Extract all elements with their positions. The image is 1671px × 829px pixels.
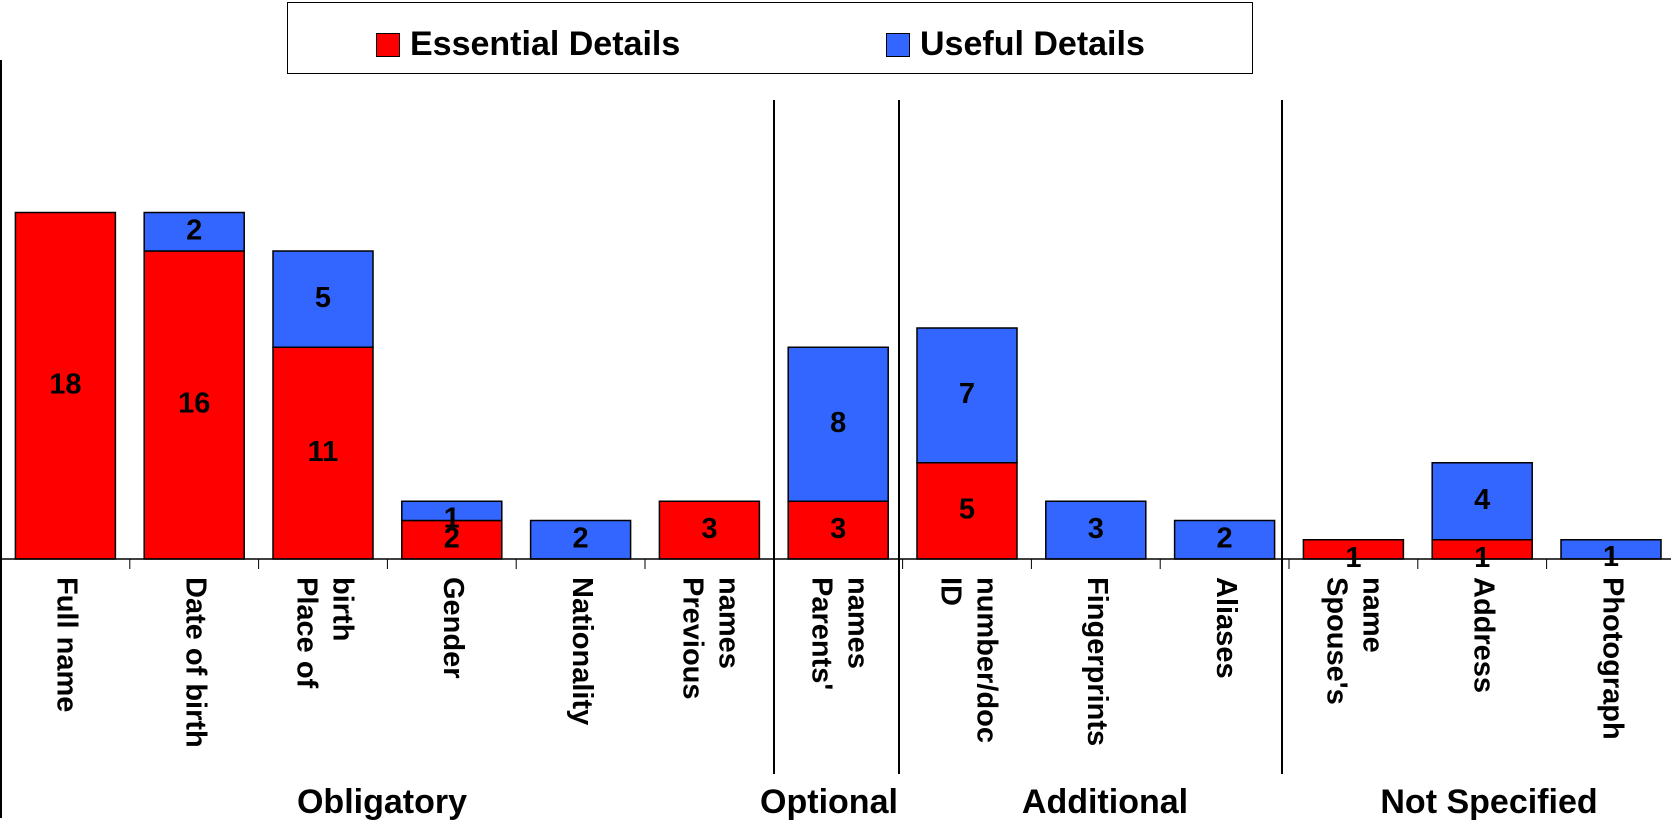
x-tick-label-line: Address — [1468, 577, 1500, 693]
data-label-useful-nationality: 2 — [573, 522, 589, 554]
bar-useful-parents-names — [787, 346, 889, 502]
data-label-useful-address: 4 — [1474, 484, 1490, 516]
x-tick-label-line: Aliases — [1210, 577, 1242, 679]
x-tick-label-line: names — [842, 577, 874, 669]
data-label-useful-id-number-doc: 7 — [959, 378, 975, 410]
data-label-useful-aliases: 2 — [1217, 522, 1233, 554]
x-tick-label-place-of-birth: Place of birth — [290, 577, 358, 689]
bar-essential-place-of-birth — [272, 346, 374, 560]
x-tick-label-line: Place of — [290, 577, 322, 689]
data-label-useful-place-of-birth: 5 — [315, 282, 331, 314]
data-label-essential-gender: 2 — [444, 522, 460, 554]
bar-useful-fingerprints — [1045, 500, 1147, 560]
data-label-essential-spouse-s-name: 1 — [1345, 542, 1361, 574]
group-label-not-specified: Not Specified — [1380, 783, 1597, 821]
data-label-essential-date-of-birth: 16 — [178, 388, 210, 420]
x-tick-label-gender: Gender — [437, 577, 469, 679]
group-label-optional: Optional — [760, 783, 898, 821]
group-label-additional: Additional — [1022, 783, 1188, 821]
data-label-essential-full-name: 18 — [49, 368, 81, 400]
data-label-essential-place-of-birth: 11 — [308, 436, 339, 468]
x-tick-label-line: Full name — [51, 577, 83, 712]
legend-label-essential: Essential Details — [410, 25, 681, 63]
x-tick-label-line: Nationality — [566, 577, 598, 725]
x-tick-label-spouse-s-name: Spouse's name — [1321, 577, 1389, 705]
data-label-essential-previous-names: 3 — [701, 513, 717, 545]
data-label-essential-id-number-doc: 5 — [959, 494, 975, 526]
x-tick-label-aliases: Aliases — [1210, 577, 1242, 679]
data-label-useful-photograph: 1 — [1603, 541, 1619, 573]
bar-essential-date-of-birth — [143, 250, 245, 560]
x-tick-label-line: number/doc — [970, 577, 1002, 743]
x-tick-label-line: names — [713, 577, 745, 669]
bar-useful-aliases — [1173, 519, 1276, 560]
x-tick-label-nationality: Nationality — [566, 577, 598, 725]
legend-item-useful: Useful Details — [886, 25, 1145, 64]
bar-useful-nationality — [529, 519, 632, 560]
bar-essential-previous-names — [658, 500, 761, 560]
bar-essential-id-number-doc — [916, 462, 1018, 560]
legend-item-essential: Essential Details — [376, 25, 680, 64]
legend: Essential Details Useful Details — [287, 2, 1253, 74]
x-tick-label-address: Address — [1468, 577, 1500, 693]
x-tick-label-line: Date of birth — [180, 577, 212, 748]
x-tick-label-fingerprints: Fingerprints — [1081, 577, 1113, 746]
group-label-obligatory: Obligatory — [297, 783, 467, 821]
x-tick-label-line: Parents' — [806, 577, 838, 690]
bar-essential-full-name — [14, 211, 117, 560]
bar-useful-date-of-birth — [143, 211, 245, 252]
x-tick-label-date-of-birth: Date of birth — [180, 577, 212, 748]
x-tick-label-id-number-doc: ID number/doc — [934, 577, 1002, 743]
x-tick-label-line: birth — [326, 577, 358, 641]
bar-useful-id-number-doc — [916, 327, 1018, 464]
x-tick-label-line: name — [1357, 577, 1389, 653]
bar-useful-place-of-birth — [272, 250, 374, 348]
bar-useful-address — [1431, 462, 1533, 541]
x-tick-label-line: Spouse's — [1321, 577, 1353, 705]
x-tick-label-line: Photograph — [1596, 577, 1628, 740]
data-label-essential-address: 1 — [1474, 542, 1490, 574]
x-tick-label-line: Gender — [437, 577, 469, 679]
data-label-useful-fingerprints: 3 — [1088, 513, 1104, 545]
x-tick-label-full-name: Full name — [51, 577, 83, 712]
legend-label-useful: Useful Details — [920, 25, 1145, 63]
legend-swatch-useful — [886, 32, 910, 57]
bar-useful-gender — [401, 500, 503, 522]
data-label-essential-parents-names: 3 — [830, 513, 846, 545]
x-tick-label-previous-names: Previous names — [677, 577, 745, 700]
x-tick-label-line: Fingerprints — [1081, 577, 1113, 746]
x-tick-label-line: Previous — [677, 577, 709, 700]
x-tick-label-photograph: Photograph — [1596, 577, 1628, 740]
x-tick-label-line: ID — [934, 577, 966, 606]
data-label-useful-date-of-birth: 2 — [186, 214, 202, 246]
data-label-useful-parents-names: 8 — [830, 407, 846, 439]
x-tick-label-parents-names: Parents' names — [806, 577, 874, 690]
legend-swatch-essential — [376, 32, 400, 57]
data-label-useful-gender: 1 — [444, 503, 460, 535]
